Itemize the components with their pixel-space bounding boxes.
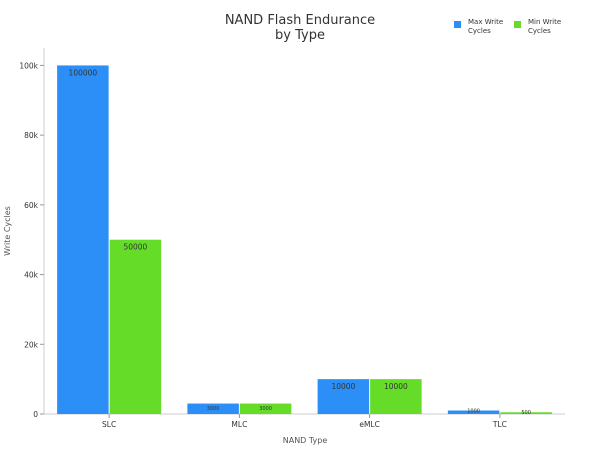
- chart-title-line1: NAND Flash Endurance: [225, 13, 375, 28]
- data-label: 3000: [259, 406, 272, 412]
- x-axis-label: NAND Type: [283, 436, 328, 445]
- y-tick-label: 100k: [19, 61, 38, 70]
- bar-MLC-0: [187, 403, 239, 414]
- y-axis-label: Write Cycles: [3, 206, 12, 256]
- legend-label: Min Write: [528, 18, 561, 26]
- data-label: 3000: [207, 406, 220, 412]
- data-label: 50000: [123, 243, 147, 252]
- y-tick-label: 20k: [24, 340, 39, 349]
- legend-swatch: [454, 21, 461, 28]
- bar-eMLC-0: [317, 379, 370, 414]
- data-label: 10000: [384, 382, 408, 391]
- data-label: 1000: [467, 409, 480, 415]
- bar-SLC-0: [57, 65, 109, 414]
- y-tick-label: 60k: [24, 201, 39, 210]
- x-tick-label: MLC: [231, 420, 247, 429]
- chart-title-line2: by Type: [275, 28, 325, 43]
- legend-label: Max Write: [468, 18, 503, 26]
- bar-TLC-0: [447, 410, 500, 414]
- data-label: 500: [521, 410, 531, 416]
- x-tick-label: TLC: [492, 420, 507, 429]
- bars: [57, 65, 552, 414]
- bar-SLC-1: [109, 239, 162, 414]
- y-tick-label: 80k: [24, 131, 39, 140]
- legend-swatch: [514, 21, 521, 28]
- bar-TLC-1: [500, 412, 552, 414]
- x-axis-ticks: SLC MLC eMLC TLC: [102, 414, 507, 429]
- y-tick-label: 40k: [24, 271, 39, 280]
- x-tick-label: SLC: [102, 420, 116, 429]
- data-label: 100000: [69, 68, 98, 77]
- bar-MLC-1: [239, 403, 292, 414]
- legend-label: Cycles: [528, 27, 551, 35]
- legend-label: Cycles: [468, 27, 491, 35]
- y-axis-ticks: 0 20k 40k 60k 80k 100k: [19, 61, 44, 419]
- x-tick-label: eMLC: [359, 420, 380, 429]
- bar-eMLC-1: [370, 379, 422, 414]
- data-label: 10000: [331, 382, 355, 391]
- data-labels: 100000 50000 3000 3000 10000 10000 1000 500: [69, 68, 531, 415]
- y-tick-label: 0: [33, 410, 38, 419]
